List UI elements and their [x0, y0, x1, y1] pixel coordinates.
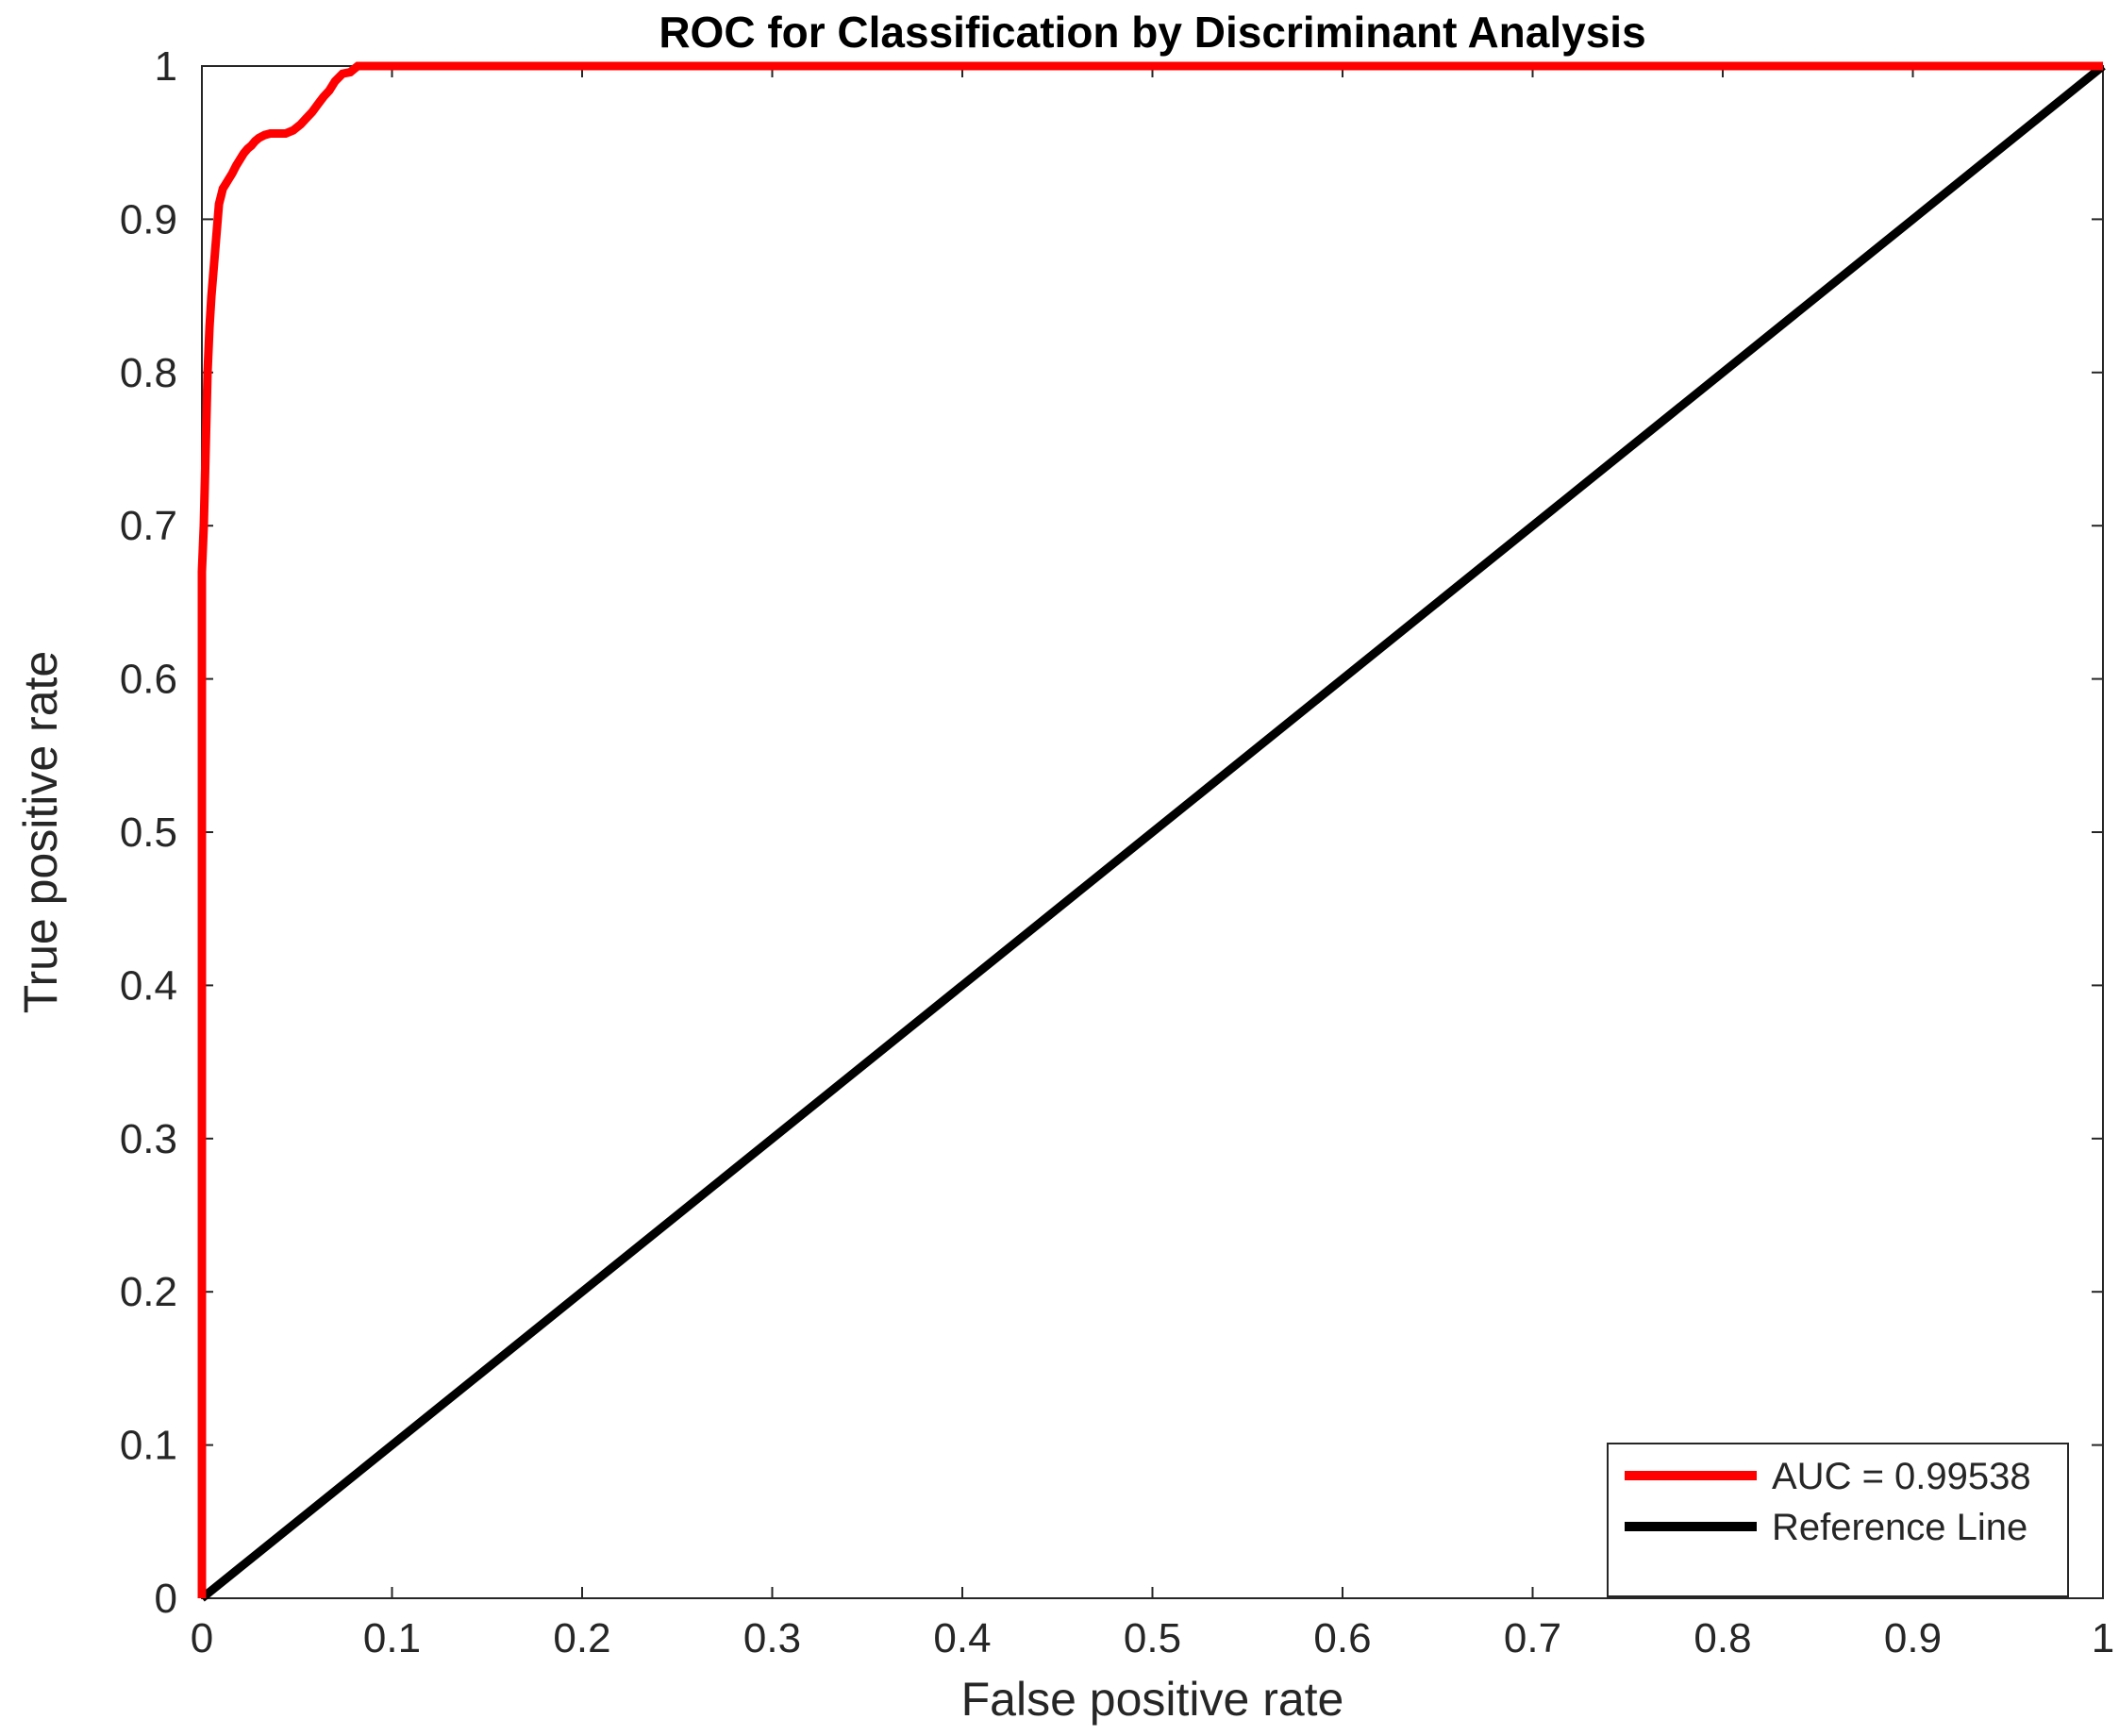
legend-label-reference: Reference Line	[1772, 1507, 2027, 1548]
x-tick-label: 0.5	[1124, 1615, 1181, 1661]
x-tick-label: 0	[191, 1615, 213, 1661]
legend: AUC = 0.99538 Reference Line	[1607, 1443, 2069, 1597]
y-tick-label: 0.5	[120, 810, 177, 856]
y-tick-label: 0	[155, 1576, 177, 1622]
y-tick-label: 0.9	[120, 196, 177, 242]
y-tick-label: 0.8	[120, 350, 177, 396]
y-tick-label: 0.7	[120, 503, 177, 549]
x-tick-label: 0.9	[1884, 1615, 1942, 1661]
x-tick-label: 0.2	[553, 1615, 610, 1661]
y-tick-label: 0.4	[120, 962, 177, 1009]
legend-label-roc: AUC = 0.99538	[1772, 1456, 2031, 1497]
x-tick-label: 0.4	[933, 1615, 991, 1661]
y-tick-label: 0.1	[120, 1423, 177, 1469]
series-layer	[197, 61, 2106, 1602]
legend-box	[1607, 1443, 2069, 1597]
y-tick-label: 0.3	[120, 1116, 177, 1162]
chart-title: ROC for Classification by Discriminant A…	[659, 8, 1645, 57]
x-tick-label: 0.8	[1694, 1615, 1751, 1661]
y-tick-label: 0.2	[120, 1269, 177, 1315]
roc-curve-line	[197, 61, 2103, 1598]
y-tick-label: 0.6	[120, 657, 177, 703]
reference-line	[199, 62, 2106, 1602]
x-tick-label: 0.1	[363, 1615, 421, 1661]
x-tick-label: 0.3	[743, 1615, 801, 1661]
y-axis-title: True positive rate	[14, 651, 67, 1013]
x-tick-label: 1	[2092, 1615, 2114, 1661]
x-tick-label: 0.7	[1504, 1615, 1561, 1661]
ticks-layer: 0 0.1 0.2 0.3 0.4 0.5 0.6 0.7 0.8 0.9 1 0 0.1 0.2 0.3 0…	[120, 43, 2114, 1661]
x-axis-title: False positive rate	[961, 1673, 1344, 1726]
y-tick-label: 1	[155, 43, 177, 90]
x-tick-label: 0.6	[1313, 1615, 1371, 1661]
